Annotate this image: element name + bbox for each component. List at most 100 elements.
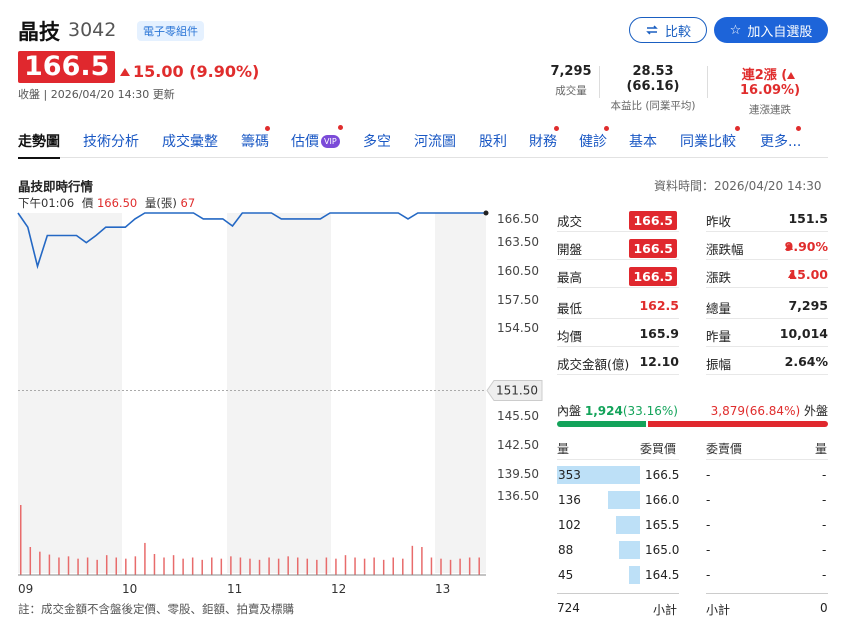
volume-bar xyxy=(363,558,366,575)
prev-close-text: 151.50 xyxy=(496,384,538,398)
tab-transactions[interactable]: 成交彙整 xyxy=(162,134,218,150)
tab-health-check[interactable]: 健診 xyxy=(579,134,607,150)
x-tick-label: 10 xyxy=(122,582,137,596)
quote-value: 166.5 xyxy=(629,267,677,286)
volume-bar xyxy=(96,559,98,575)
divider xyxy=(706,259,828,260)
divider xyxy=(557,287,679,288)
ask-price[interactable]: - xyxy=(706,568,711,582)
price-change-text: 15.00 (9.90%) xyxy=(133,62,260,81)
volume-bar xyxy=(354,557,356,575)
legend-price-label: 價 xyxy=(81,196,94,210)
ask-price[interactable]: - xyxy=(706,518,711,532)
tab-dividend[interactable]: 股利 xyxy=(479,134,507,150)
stat-value: 連2漲 (16.09%) xyxy=(712,64,828,98)
ask-volume: - xyxy=(822,543,827,557)
stat-label: 成交量 xyxy=(555,85,587,97)
prev-close-label: 151.50 xyxy=(486,380,543,401)
y-tick-label: 163.50 xyxy=(497,235,539,249)
y-tick-label: 145.50 xyxy=(497,409,539,423)
chart-title: 晶技即時行情 xyxy=(18,179,94,194)
bid-volume: 102 xyxy=(558,518,581,532)
stat-label: 本益比 (同業平均) xyxy=(610,100,696,112)
quote-value: 162.5 xyxy=(639,298,679,313)
volume-bar xyxy=(440,558,442,575)
inner-outer-bar xyxy=(557,421,828,427)
quote-row: 均價 165.9 xyxy=(557,322,679,346)
ask-price[interactable]: - xyxy=(706,468,711,482)
streak-suffix: ) xyxy=(794,83,801,98)
add-watchlist-button[interactable]: ☆ 加入自選股 xyxy=(714,17,828,43)
bid-volume-bar xyxy=(608,491,640,509)
bid-volume-bar xyxy=(557,466,640,484)
tab-chips[interactable]: 籌碼 xyxy=(241,134,269,150)
bid-price[interactable]: 166.5 xyxy=(645,468,680,482)
current-price: 166.5 xyxy=(18,51,116,83)
bid-volume-bar xyxy=(616,516,640,534)
inner-label: 內盤 xyxy=(557,404,582,418)
stock-name: 晶技 xyxy=(18,20,60,44)
volume-bar xyxy=(268,557,270,575)
quote-value: 166.5 xyxy=(629,211,677,230)
divider xyxy=(557,231,679,232)
tab-long-short[interactable]: 多空 xyxy=(363,134,391,150)
volume-bar xyxy=(258,559,261,575)
y-tick-label: 139.50 xyxy=(497,467,539,481)
volume-bar xyxy=(58,557,60,575)
ask-price[interactable]: - xyxy=(706,543,711,557)
tab-basic[interactable]: 基本 xyxy=(629,134,657,150)
quote-row: 開盤 166.5 xyxy=(557,235,679,259)
up-triangle-icon xyxy=(788,271,797,278)
price-change: 15.00 (9.90%) xyxy=(120,62,259,81)
tab-valuation[interactable]: 估價 VIP xyxy=(291,131,340,151)
volume-bar xyxy=(211,557,213,575)
inner-pct: (33.16%) xyxy=(622,404,678,418)
quote-label: 均價 xyxy=(557,329,583,344)
price-line xyxy=(17,212,486,270)
hour-band xyxy=(227,213,331,573)
volume-bar xyxy=(411,545,414,575)
divider xyxy=(557,459,679,460)
bid-volume: 136 xyxy=(558,493,581,507)
ask-price[interactable]: - xyxy=(706,493,711,507)
volume-bar xyxy=(249,558,251,575)
quote-label: 成交 xyxy=(557,214,583,229)
notification-dot xyxy=(338,125,343,130)
ob-header-bid-price: 委買價 xyxy=(640,442,677,456)
y-tick-label: 160.50 xyxy=(497,264,539,278)
volume-bar xyxy=(287,556,289,575)
bid-price[interactable]: 166.0 xyxy=(645,493,680,507)
inner-volume: 內盤 1,924(33.16%) xyxy=(557,402,678,419)
compare-button[interactable]: 比較 xyxy=(629,17,707,43)
quote-row: 總量 7,295 xyxy=(706,294,828,318)
tab-river-chart[interactable]: 河流圖 xyxy=(414,134,456,150)
bid-price[interactable]: 165.5 xyxy=(645,518,680,532)
volume-bar xyxy=(86,557,89,575)
tab-technical[interactable]: 技術分析 xyxy=(83,134,139,150)
divider xyxy=(706,374,828,375)
tab-more[interactable]: 更多... xyxy=(760,134,802,150)
stock-code: 3042 xyxy=(68,19,117,41)
quote-label: 漲跌 xyxy=(706,270,732,285)
sector-tag[interactable]: 電子零組件 xyxy=(137,21,204,41)
quote-row: 昨量 10,014 xyxy=(706,322,828,346)
volume-bar xyxy=(39,551,41,575)
stat-streak: 連2漲 (16.09%) 連漲連跌 xyxy=(712,64,828,117)
hour-band xyxy=(435,213,486,573)
y-tick-label: 136.50 xyxy=(497,489,539,503)
intraday-chart[interactable]: 166.50163.50160.50157.50154.50148.50145.… xyxy=(0,205,545,600)
star-outline-icon: ☆ xyxy=(729,22,742,38)
tab-financials[interactable]: 財務 xyxy=(529,134,557,150)
divider xyxy=(599,66,600,98)
tab-peer-compare[interactable]: 同業比較 xyxy=(680,134,736,150)
up-triangle-icon xyxy=(784,243,793,250)
volume-bar xyxy=(306,558,309,575)
volume-bar xyxy=(134,556,137,575)
volume-bar xyxy=(144,542,146,575)
bid-price[interactable]: 164.5 xyxy=(645,568,680,582)
bid-price[interactable]: 165.0 xyxy=(645,543,680,557)
stat-value: 28.53 (66.16) xyxy=(626,64,680,94)
divider xyxy=(707,66,708,98)
ob-header-bid-vol: 量 xyxy=(557,442,570,456)
tab-trend[interactable]: 走勢圖 xyxy=(18,131,60,159)
